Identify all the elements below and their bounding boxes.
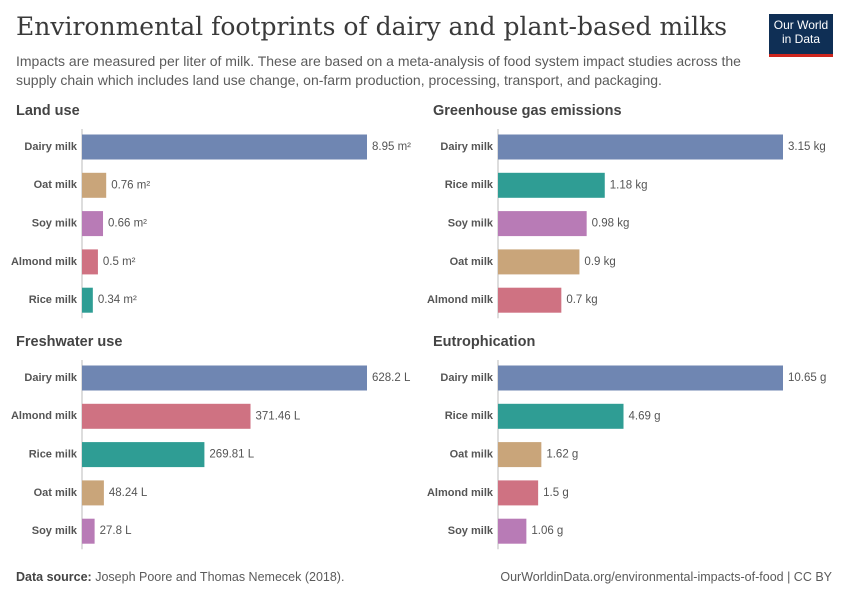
- category-label: Dairy milk: [440, 372, 493, 384]
- bar: [82, 480, 104, 506]
- value-label: 0.98 kg: [592, 218, 630, 230]
- value-label: 27.8 L: [100, 525, 133, 537]
- value-label: 48.24 L: [109, 487, 148, 499]
- value-label: 269.81 L: [209, 449, 254, 461]
- bar: [498, 518, 527, 544]
- value-label: 0.76 m²: [111, 179, 150, 191]
- value-label: 1.62 g: [546, 449, 578, 461]
- source-text: Joseph Poore and Thomas Nemecek (2018).: [95, 570, 345, 584]
- category-label: Almond milk: [427, 294, 494, 306]
- bar: [82, 134, 367, 160]
- source-label: Data source:: [16, 570, 92, 584]
- category-label: Soy milk: [32, 218, 78, 230]
- value-label: 0.66 m²: [108, 218, 147, 230]
- value-label: 0.7 kg: [566, 294, 597, 306]
- value-label: 1.06 g: [531, 525, 563, 537]
- subtitle: Impacts are measured per liter of milk. …: [16, 53, 741, 88]
- bar: [82, 365, 367, 391]
- source: Data source: Joseph Poore and Thomas Nem…: [16, 570, 344, 584]
- category-label: Almond milk: [11, 256, 78, 268]
- value-label: 0.5 m²: [103, 256, 136, 268]
- category-label: Almond milk: [11, 410, 78, 422]
- value-label: 4.69 g: [629, 410, 661, 422]
- category-label: Dairy milk: [24, 141, 77, 153]
- bar: [498, 287, 562, 313]
- category-label: Soy milk: [32, 525, 78, 537]
- logo-line: Our World: [773, 18, 829, 32]
- category-label: Rice milk: [29, 449, 78, 461]
- panel-title: Greenhouse gas emissions: [433, 103, 622, 119]
- logo[interactable]: Our World in Data: [769, 14, 833, 57]
- bar: [498, 249, 580, 275]
- category-label: Soy milk: [448, 218, 494, 230]
- value-label: 3.15 kg: [788, 141, 826, 153]
- bar: [82, 249, 98, 275]
- bar: [82, 442, 205, 468]
- value-label: 10.65 g: [788, 372, 826, 384]
- category-label: Dairy milk: [24, 372, 77, 384]
- category-label: Oat milk: [34, 487, 78, 499]
- bar: [82, 172, 107, 198]
- value-label: 371.46 L: [256, 410, 301, 422]
- value-label: 1.18 kg: [610, 179, 648, 191]
- category-label: Rice milk: [445, 179, 494, 191]
- category-label: Rice milk: [445, 410, 494, 422]
- category-label: Oat milk: [450, 256, 494, 268]
- bar: [82, 287, 93, 313]
- panel-title: Freshwater use: [16, 334, 122, 350]
- title: Environmental footprints of dairy and pl…: [16, 12, 728, 41]
- bar: [498, 172, 605, 198]
- bar: [498, 403, 624, 429]
- url[interactable]: OurWorldinData.org/environmental-impacts…: [500, 570, 832, 584]
- value-label: 1.5 g: [543, 487, 569, 499]
- value-label: 8.95 m²: [372, 141, 411, 153]
- value-label: 628.2 L: [372, 372, 411, 384]
- bar: [498, 211, 587, 237]
- logo-line: in Data: [781, 32, 821, 46]
- bar: [82, 403, 251, 429]
- panel-title: Land use: [16, 103, 80, 119]
- value-label: 0.34 m²: [98, 294, 137, 306]
- bar: [498, 480, 539, 506]
- bar: [498, 134, 783, 160]
- panel-title: Eutrophication: [433, 334, 535, 350]
- category-label: Oat milk: [34, 179, 78, 191]
- value-label: 0.9 kg: [584, 256, 615, 268]
- bar: [498, 442, 542, 468]
- bar: [82, 211, 104, 237]
- bar: [82, 518, 95, 544]
- category-label: Dairy milk: [440, 141, 493, 153]
- category-label: Almond milk: [427, 487, 494, 499]
- category-label: Rice milk: [29, 294, 78, 306]
- category-label: Oat milk: [450, 449, 494, 461]
- category-label: Soy milk: [448, 525, 494, 537]
- bar: [498, 365, 783, 391]
